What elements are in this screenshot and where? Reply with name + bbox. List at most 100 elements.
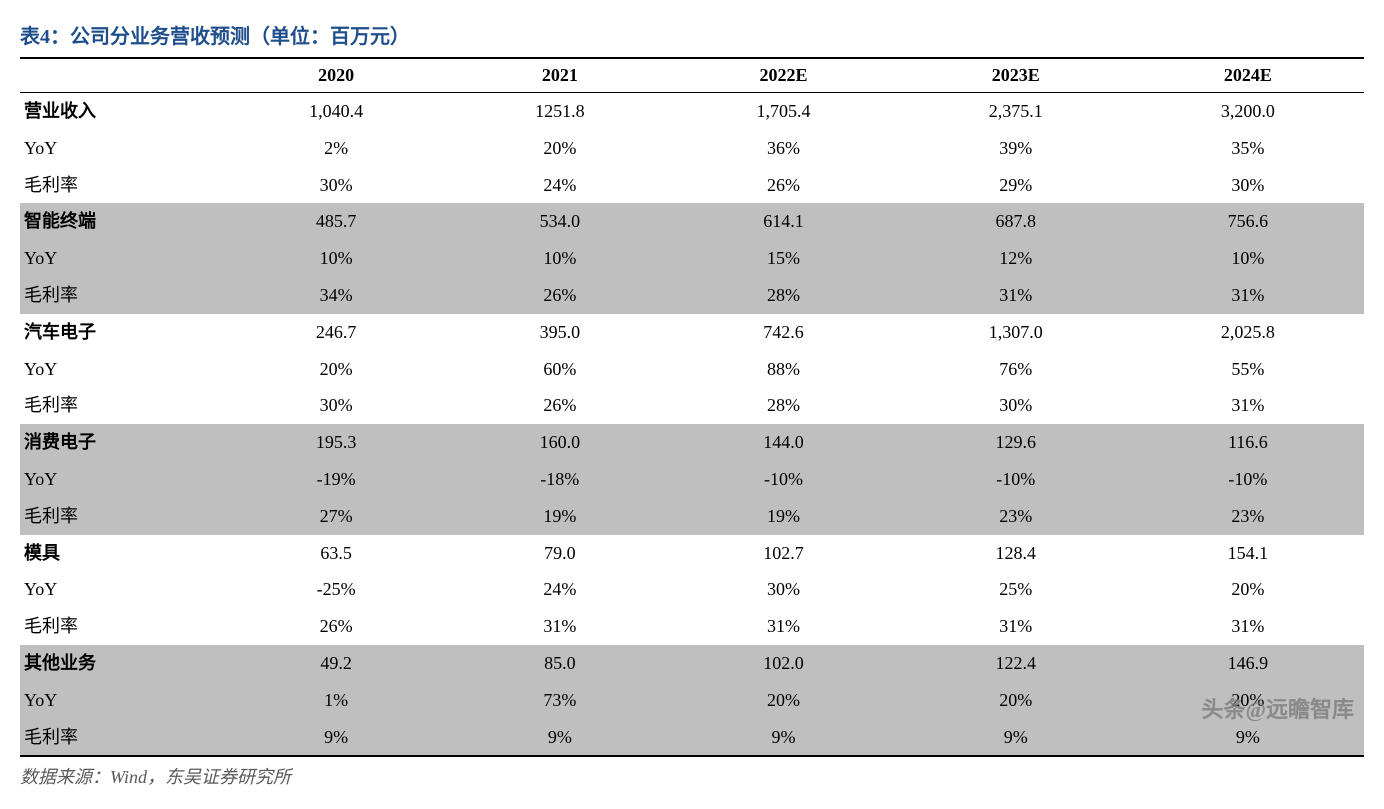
cell-margin: 23% <box>1132 498 1364 535</box>
section-label: 其他业务 <box>20 645 220 682</box>
cell-value: 102.7 <box>667 535 899 572</box>
margin-label: 毛利率 <box>20 277 220 314</box>
cell-yoy: 20% <box>900 682 1132 719</box>
section-label: 智能终端 <box>20 203 220 240</box>
margin-label: 毛利率 <box>20 387 220 424</box>
yoy-label: YoY <box>20 351 220 388</box>
yoy-label: YoY <box>20 682 220 719</box>
cell-margin: 34% <box>220 277 452 314</box>
table-row: 智能终端485.7534.0614.1687.8756.6 <box>20 203 1364 240</box>
cell-yoy: 35% <box>1132 130 1364 167</box>
table-row: 其他业务49.285.0102.0122.4146.9 <box>20 645 1364 682</box>
cell-margin: 30% <box>220 387 452 424</box>
table-row: YoY-19%-18%-10%-10%-10% <box>20 461 1364 498</box>
cell-yoy: 1% <box>220 682 452 719</box>
cell-value: 160.0 <box>452 424 667 461</box>
cell-value: 1251.8 <box>452 93 667 130</box>
cell-yoy: 12% <box>900 240 1132 277</box>
table-row: 毛利率30%26%28%30%31% <box>20 387 1364 424</box>
cell-yoy: -18% <box>452 461 667 498</box>
cell-yoy: 20% <box>667 682 899 719</box>
header-blank <box>20 59 220 93</box>
header-2023e: 2023E <box>900 59 1132 93</box>
cell-margin: 24% <box>452 167 667 204</box>
cell-yoy: -10% <box>900 461 1132 498</box>
table-row: 毛利率9%9%9%9%9% <box>20 719 1364 756</box>
cell-value: 742.6 <box>667 314 899 351</box>
header-2022e: 2022E <box>667 59 899 93</box>
cell-value: 49.2 <box>220 645 452 682</box>
table-row: 模具63.579.0102.7128.4154.1 <box>20 535 1364 572</box>
margin-label: 毛利率 <box>20 608 220 645</box>
table-row: 毛利率27%19%19%23%23% <box>20 498 1364 535</box>
cell-value: 79.0 <box>452 535 667 572</box>
cell-yoy: 60% <box>452 351 667 388</box>
yoy-label: YoY <box>20 571 220 608</box>
table-row: 营业收入1,040.41251.81,705.42,375.13,200.0 <box>20 93 1364 130</box>
cell-margin: 9% <box>220 719 452 756</box>
table-row: YoY1%73%20%20%20% <box>20 682 1364 719</box>
table-row: 消费电子195.3160.0144.0129.6116.6 <box>20 424 1364 461</box>
table-row: 毛利率34%26%28%31%31% <box>20 277 1364 314</box>
cell-yoy: 39% <box>900 130 1132 167</box>
cell-margin: 9% <box>667 719 899 756</box>
cell-margin: 26% <box>452 277 667 314</box>
cell-value: 485.7 <box>220 203 452 240</box>
cell-yoy: 20% <box>220 351 452 388</box>
cell-yoy: -10% <box>1132 461 1364 498</box>
cell-margin: 31% <box>1132 387 1364 424</box>
cell-value: 1,307.0 <box>900 314 1132 351</box>
cell-margin: 30% <box>1132 167 1364 204</box>
header-2020: 2020 <box>220 59 452 93</box>
section-label: 汽车电子 <box>20 314 220 351</box>
cell-yoy: 25% <box>900 571 1132 608</box>
header-2021: 2021 <box>452 59 667 93</box>
cell-yoy: -19% <box>220 461 452 498</box>
table-row: YoY20%60%88%76%55% <box>20 351 1364 388</box>
cell-margin: 28% <box>667 277 899 314</box>
cell-yoy: 30% <box>667 571 899 608</box>
cell-value: 2,375.1 <box>900 93 1132 130</box>
cell-value: 395.0 <box>452 314 667 351</box>
revenue-forecast-table: 2020 2021 2022E 2023E 2024E 营业收入1,040.41… <box>20 59 1364 755</box>
header-2024e: 2024E <box>1132 59 1364 93</box>
cell-yoy: 20% <box>452 130 667 167</box>
cell-margin: 30% <box>220 167 452 204</box>
cell-margin: 19% <box>667 498 899 535</box>
cell-value: 3,200.0 <box>1132 93 1364 130</box>
cell-value: 116.6 <box>1132 424 1364 461</box>
cell-value: 129.6 <box>900 424 1132 461</box>
cell-margin: 31% <box>900 608 1132 645</box>
yoy-label: YoY <box>20 130 220 167</box>
cell-margin: 19% <box>452 498 667 535</box>
cell-value: 756.6 <box>1132 203 1364 240</box>
cell-value: 246.7 <box>220 314 452 351</box>
cell-value: 1,040.4 <box>220 93 452 130</box>
cell-margin: 26% <box>220 608 452 645</box>
cell-yoy: -10% <box>667 461 899 498</box>
cell-value: 85.0 <box>452 645 667 682</box>
table-row: YoY2%20%36%39%35% <box>20 130 1364 167</box>
cell-margin: 31% <box>1132 277 1364 314</box>
margin-label: 毛利率 <box>20 498 220 535</box>
watermark: 头条@远瞻智库 <box>1202 692 1354 724</box>
cell-yoy: 10% <box>452 240 667 277</box>
cell-value: 614.1 <box>667 203 899 240</box>
cell-margin: 31% <box>667 608 899 645</box>
margin-label: 毛利率 <box>20 719 220 756</box>
cell-value: 534.0 <box>452 203 667 240</box>
cell-yoy: 10% <box>1132 240 1364 277</box>
cell-value: 687.8 <box>900 203 1132 240</box>
table-container: 2020 2021 2022E 2023E 2024E 营业收入1,040.41… <box>20 57 1364 757</box>
cell-yoy: -25% <box>220 571 452 608</box>
cell-margin: 28% <box>667 387 899 424</box>
table-row: YoY-25%24%30%25%20% <box>20 571 1364 608</box>
table-row: 汽车电子246.7395.0742.61,307.02,025.8 <box>20 314 1364 351</box>
cell-yoy: 73% <box>452 682 667 719</box>
cell-margin: 26% <box>667 167 899 204</box>
cell-value: 195.3 <box>220 424 452 461</box>
cell-yoy: 20% <box>1132 571 1364 608</box>
cell-yoy: 15% <box>667 240 899 277</box>
cell-value: 1,705.4 <box>667 93 899 130</box>
cell-yoy: 76% <box>900 351 1132 388</box>
